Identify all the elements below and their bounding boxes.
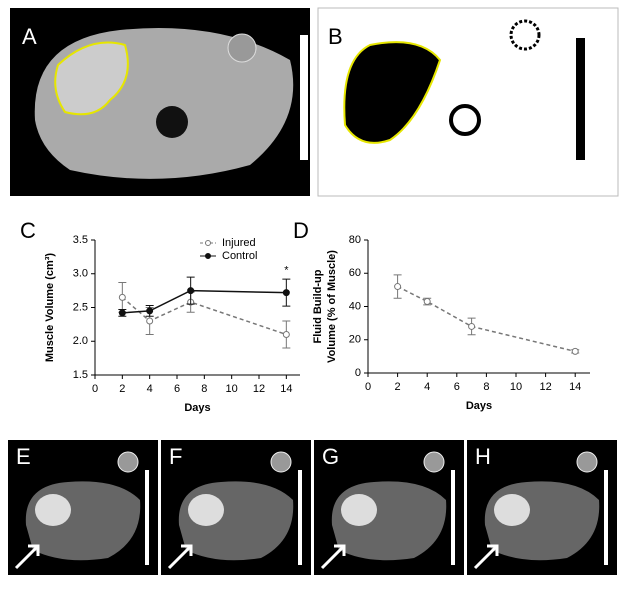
y-tick-label: 1.5 bbox=[73, 369, 88, 381]
y-axis-label: Muscle Volume (cm³) bbox=[44, 253, 56, 363]
lesion bbox=[188, 494, 224, 526]
scale-bar bbox=[451, 470, 455, 565]
point bbox=[394, 283, 402, 291]
arrow bbox=[320, 544, 346, 570]
x-tick-label: 0 bbox=[365, 381, 371, 393]
x-tick-label: 0 bbox=[92, 383, 98, 395]
point bbox=[118, 293, 126, 301]
point bbox=[282, 289, 290, 297]
x-tick-label: 10 bbox=[226, 383, 238, 395]
panel-label: D bbox=[293, 218, 309, 243]
scale-bar bbox=[300, 35, 308, 160]
y-tick-label: 2.5 bbox=[73, 301, 88, 313]
annotation: * bbox=[284, 264, 289, 276]
panel-label: A bbox=[22, 24, 37, 49]
tube bbox=[227, 33, 257, 63]
y-tick-label: 80 bbox=[349, 234, 361, 246]
point bbox=[146, 317, 154, 325]
injury-outline bbox=[343, 41, 442, 144]
scale-bar bbox=[145, 470, 149, 565]
series-line bbox=[122, 289, 287, 314]
point bbox=[468, 322, 476, 330]
scale-bar bbox=[576, 38, 585, 160]
y-tick-label: 2.0 bbox=[73, 335, 88, 347]
panel-label: H bbox=[475, 444, 491, 469]
y-tick-label: 40 bbox=[349, 300, 361, 312]
lesion bbox=[35, 494, 71, 526]
series-line bbox=[121, 296, 287, 336]
x-tick-label: 14 bbox=[280, 383, 292, 395]
arrow bbox=[167, 544, 193, 570]
series-line bbox=[397, 285, 576, 353]
tube bbox=[117, 451, 139, 473]
tube bbox=[270, 451, 292, 473]
scale-bar bbox=[604, 470, 608, 565]
x-tick-label: 6 bbox=[454, 381, 460, 393]
tube bbox=[509, 19, 541, 51]
tube bbox=[423, 451, 445, 473]
x-tick-label: 12 bbox=[539, 381, 551, 393]
legend-marker bbox=[205, 253, 211, 259]
lesion bbox=[494, 494, 530, 526]
y-tick-label: 3.0 bbox=[73, 268, 88, 280]
y-axis-label: Volume (% of Muscle) bbox=[326, 250, 338, 363]
x-tick-label: 8 bbox=[483, 381, 489, 393]
x-tick-label: 12 bbox=[253, 383, 265, 395]
y-tick-label: 60 bbox=[349, 267, 361, 279]
x-tick-label: 4 bbox=[147, 383, 153, 395]
x-axis-label: Days bbox=[184, 402, 210, 414]
lesion bbox=[341, 494, 377, 526]
arrow bbox=[473, 544, 499, 570]
spine bbox=[156, 106, 188, 138]
legend-label: Control bbox=[222, 250, 257, 262]
x-tick-label: 14 bbox=[569, 381, 581, 393]
point bbox=[146, 307, 154, 315]
injury-outline bbox=[54, 41, 129, 116]
tube bbox=[576, 451, 598, 473]
scale-bar bbox=[298, 470, 302, 565]
spine bbox=[449, 104, 481, 136]
x-axis-label: Days bbox=[466, 400, 492, 412]
panel-label: C bbox=[20, 218, 36, 243]
point bbox=[187, 287, 195, 295]
point bbox=[282, 331, 290, 338]
y-tick-label: 0 bbox=[355, 367, 361, 379]
legend-marker bbox=[205, 240, 211, 246]
panel-label: E bbox=[16, 444, 31, 469]
x-tick-label: 4 bbox=[424, 381, 430, 393]
point bbox=[423, 298, 431, 306]
y-tick-label: 3.5 bbox=[73, 234, 88, 246]
panel-label: F bbox=[169, 444, 182, 469]
y-axis-label: Fluid Build-up bbox=[312, 269, 324, 343]
x-tick-label: 8 bbox=[201, 383, 207, 395]
x-tick-label: 10 bbox=[510, 381, 522, 393]
y-tick-label: 20 bbox=[349, 334, 361, 346]
legend-label: Injured bbox=[222, 237, 256, 249]
x-tick-label: 2 bbox=[119, 383, 125, 395]
panel-label: G bbox=[322, 444, 339, 469]
panel-label: B bbox=[328, 24, 343, 49]
x-tick-label: 2 bbox=[395, 381, 401, 393]
point bbox=[118, 309, 126, 317]
point bbox=[571, 347, 579, 355]
x-tick-label: 6 bbox=[174, 383, 180, 395]
arrow bbox=[14, 544, 40, 570]
